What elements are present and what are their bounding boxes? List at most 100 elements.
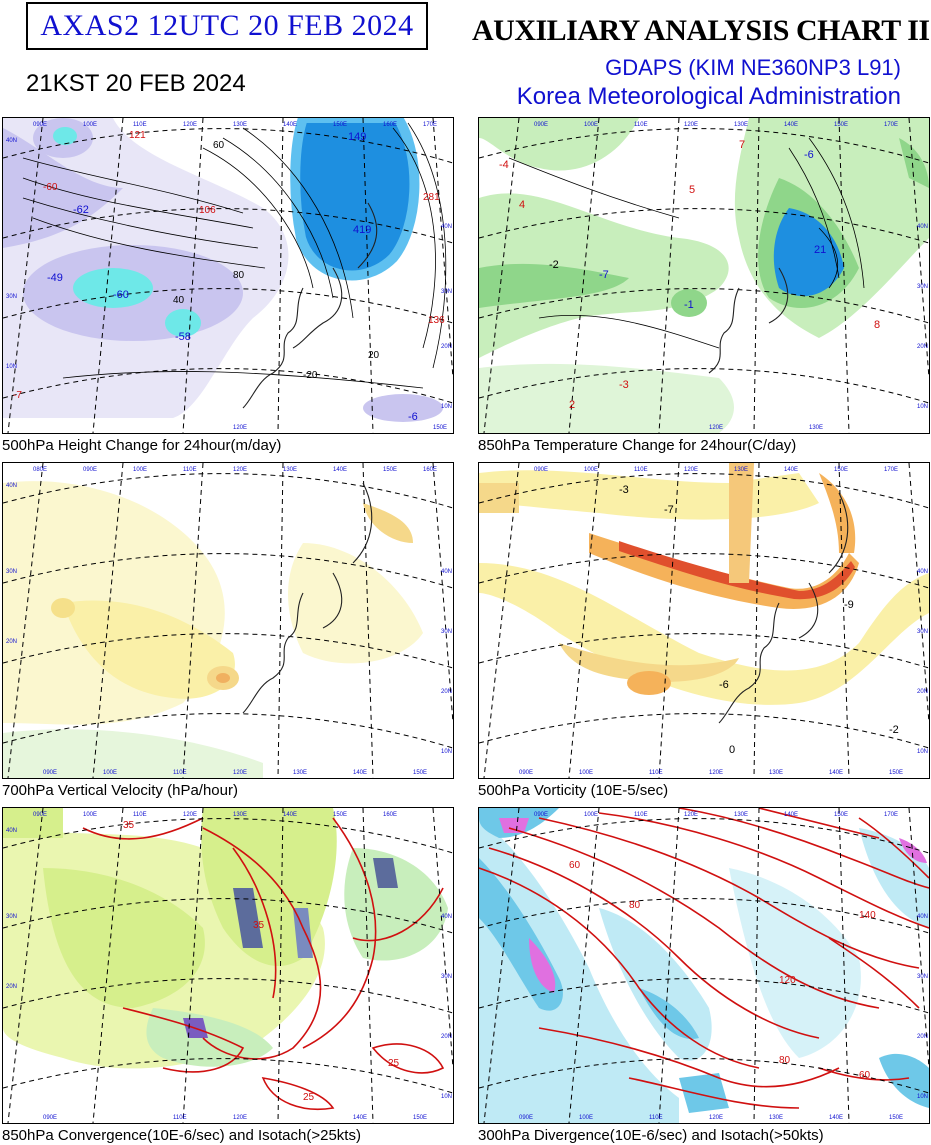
lon-label: 150E	[383, 467, 397, 473]
map-300hpa-divergence: 60 80 120 140 60 80 090E 100E 110E 120E …	[479, 808, 929, 1123]
lon-label: 160E	[383, 812, 397, 818]
panel-500hpa-vorticity: -7 -9 -6 0 -2 -3 090E 100E 110E 120E 130…	[478, 462, 930, 779]
lat-label: 30N	[6, 294, 17, 300]
lat-label: 10N	[917, 1094, 928, 1100]
map-label: 25	[388, 1058, 400, 1069]
lat-label: 30N	[917, 974, 928, 980]
lon-label: 150E	[413, 770, 427, 776]
lon-label: 120E	[183, 812, 197, 818]
lat-label: 30N	[917, 629, 928, 635]
lon-label: 140E	[784, 812, 798, 818]
map-label: 419	[353, 224, 371, 236]
lon-label: 150E	[333, 122, 347, 128]
map-label: 281	[423, 192, 440, 203]
panel-caption: 300hPa Divergence(10E-6/sec) and Isotach…	[478, 1127, 824, 1144]
lon-label: 130E	[734, 467, 748, 473]
lon-label: 170E	[884, 812, 898, 818]
map-label: -1	[684, 299, 694, 311]
lon-label: 120E	[233, 425, 247, 431]
lon-label: 130E	[283, 467, 297, 473]
model-label: GDAPS (KIM NE360NP3 L91)	[605, 55, 901, 80]
lat-label: 10N	[441, 1094, 452, 1100]
lat-label: 20N	[6, 984, 17, 990]
map-label: -6	[804, 149, 814, 161]
map-label: -9	[844, 599, 854, 611]
panel-caption: 850hPa Temperature Change for 24hour(C/d…	[478, 437, 797, 454]
lat-label: 40N	[441, 569, 452, 575]
lon-label: 100E	[83, 122, 97, 128]
lon-label: 090E	[534, 812, 548, 818]
map-label: -4	[499, 159, 509, 171]
lon-label: 120E	[233, 770, 247, 776]
lon-label: 140E	[353, 1115, 367, 1121]
map-label: -3	[619, 484, 629, 496]
lon-label: 110E	[173, 770, 187, 776]
lon-label: 090E	[33, 812, 47, 818]
lon-label: 130E	[233, 122, 247, 128]
lon-label: 130E	[769, 770, 783, 776]
lat-label: 30N	[441, 974, 452, 980]
lon-label: 100E	[103, 770, 117, 776]
lon-label: 130E	[293, 770, 307, 776]
lon-label: 120E	[709, 770, 723, 776]
panel-caption: 700hPa Vertical Velocity (hPa/hour)	[2, 782, 238, 799]
lon-label: 110E	[649, 770, 663, 776]
lat-label: 10N	[441, 404, 452, 410]
lon-label: 120E	[684, 812, 698, 818]
lon-label: 080E	[33, 467, 47, 473]
lon-label: 150E	[433, 425, 447, 431]
map-label: -2	[549, 259, 559, 271]
map-label: 106	[199, 205, 216, 216]
lon-label: 150E	[834, 812, 848, 818]
map-850hpa-temperature-change: 4 -4 -2 -7 -1 5 -6 21 8 2 -3 7 090E 100E…	[479, 118, 929, 433]
map-label: 2	[569, 399, 575, 411]
lon-label: 090E	[43, 1115, 57, 1121]
lat-label: 30N	[441, 289, 452, 295]
map-label: -20	[303, 370, 318, 381]
lon-label: 140E	[829, 1115, 843, 1121]
lat-label: 20N	[917, 344, 928, 350]
lat-label: 20N	[917, 689, 928, 695]
lat-label: 20N	[441, 1034, 452, 1040]
lat-label: 40N	[6, 828, 17, 834]
lon-label: 130E	[809, 425, 823, 431]
panel-caption: 500hPa Vorticity (10E-5/sec)	[478, 782, 669, 799]
lon-label: 090E	[33, 122, 47, 128]
map-label: -7	[664, 504, 674, 516]
map-label: -3	[619, 379, 629, 391]
lat-label: 40N	[6, 483, 17, 489]
lon-label: 140E	[283, 122, 297, 128]
lon-label: 090E	[43, 770, 57, 776]
panel-850hpa-temperature-change: 4 -4 -2 -7 -1 5 -6 21 8 2 -3 7 090E 100E…	[478, 117, 930, 434]
lat-label: 40N	[441, 224, 452, 230]
lon-label: 120E	[709, 1115, 723, 1121]
map-label: -6	[719, 679, 729, 691]
lat-label: 20N	[6, 639, 17, 645]
agency-label: Korea Meteorological Administration	[516, 83, 901, 110]
panel-500hpa-height-change: 121 106 281 136 -60 -49 -60 -58 -62 -6 4…	[2, 117, 454, 434]
lon-label: 150E	[889, 770, 903, 776]
map-label: -60	[113, 289, 129, 301]
map-label: 4	[519, 199, 525, 211]
chart-title: AUXILIARY ANALYSIS CHART II	[472, 14, 930, 47]
lon-label: 150E	[333, 812, 347, 818]
map-label: 120	[779, 975, 796, 986]
lon-label: 090E	[519, 770, 533, 776]
lon-label: 090E	[83, 467, 97, 473]
lon-label: 150E	[413, 1115, 427, 1121]
panel-850hpa-convergence: 35 25 25 35 090E 100E 110E 120E 130E 140…	[2, 807, 454, 1124]
map-label: 80	[779, 1055, 791, 1066]
lat-label: 20N	[441, 689, 452, 695]
map-label: 35	[123, 820, 135, 831]
map-label: 80	[629, 900, 641, 911]
panel-caption: 500hPa Height Change for 24hour(m/day)	[2, 437, 282, 454]
run-label: AXAS2 12UTC 20 FEB 2024	[26, 2, 428, 50]
lat-label: 40N	[917, 914, 928, 920]
lon-label: 110E	[183, 467, 197, 473]
lat-label: 20N	[917, 1034, 928, 1040]
lon-label: 090E	[534, 122, 548, 128]
lon-label: 130E	[734, 812, 748, 818]
lat-label: 20N	[441, 344, 452, 350]
map-850hpa-convergence: 35 25 25 35 090E 100E 110E 120E 130E 140…	[3, 808, 453, 1123]
lat-label: 30N	[6, 914, 17, 920]
